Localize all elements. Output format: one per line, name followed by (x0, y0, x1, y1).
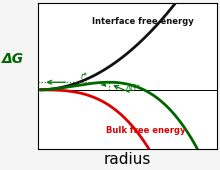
Text: Interface free energy: Interface free energy (92, 16, 194, 26)
Text: Bulk free energy: Bulk free energy (106, 125, 186, 134)
Text: ΔG: ΔG (2, 52, 24, 66)
Text: r*: r* (81, 72, 88, 81)
X-axis label: radius: radius (104, 151, 151, 167)
Text: ΔG*: ΔG* (125, 84, 140, 93)
